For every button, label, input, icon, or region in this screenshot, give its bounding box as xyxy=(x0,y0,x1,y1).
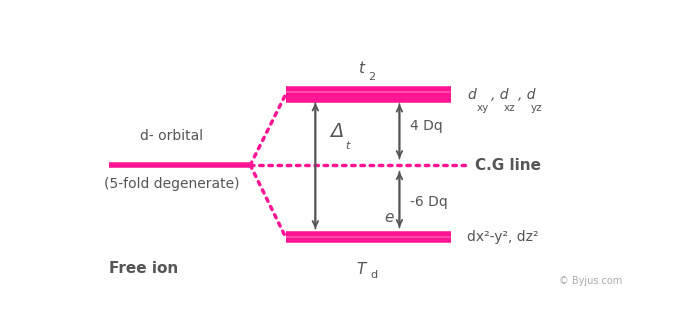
Text: 2: 2 xyxy=(368,72,376,82)
Text: C.G line: C.G line xyxy=(475,158,541,173)
Text: -6 Dq: -6 Dq xyxy=(410,195,448,209)
Text: Δ: Δ xyxy=(330,122,344,141)
Text: xz: xz xyxy=(503,103,515,113)
Text: , d: , d xyxy=(518,88,536,102)
Text: (5-fold degenerate): (5-fold degenerate) xyxy=(104,177,239,191)
Text: d- orbital: d- orbital xyxy=(140,129,203,143)
Text: © Byjus.com: © Byjus.com xyxy=(559,276,622,286)
Text: T: T xyxy=(357,262,366,277)
Text: yz: yz xyxy=(531,103,542,113)
Text: e: e xyxy=(384,211,393,225)
Text: Free ion: Free ion xyxy=(109,261,178,276)
Text: t: t xyxy=(358,61,365,76)
Text: dx²-y², dz²: dx²-y², dz² xyxy=(468,230,539,244)
Text: d: d xyxy=(370,270,377,280)
Text: , d: , d xyxy=(491,88,508,102)
Text: t: t xyxy=(346,141,350,151)
Text: xy: xy xyxy=(477,103,489,113)
Text: d: d xyxy=(468,88,476,102)
Text: 4 Dq: 4 Dq xyxy=(410,119,443,133)
